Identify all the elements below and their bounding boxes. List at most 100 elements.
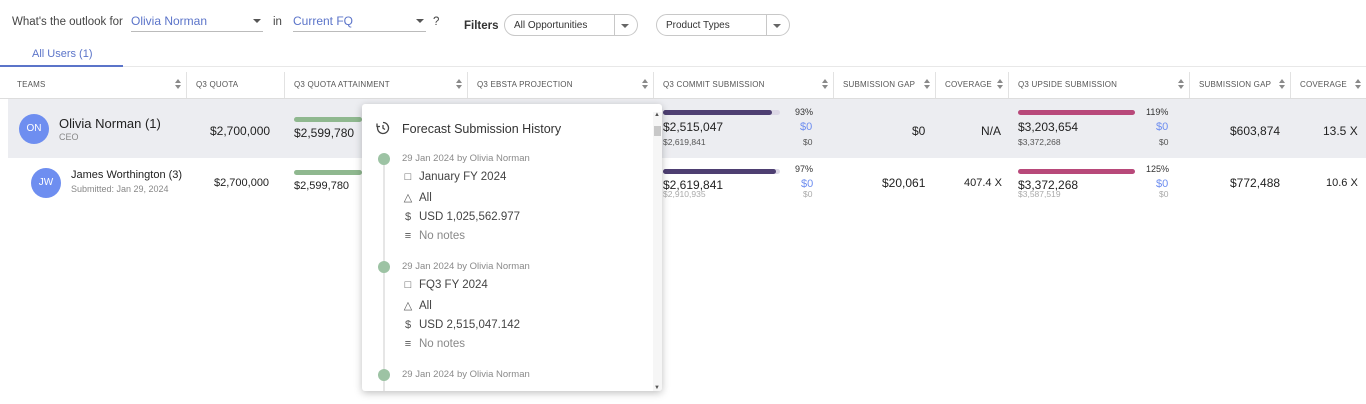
column-header-gap-2[interactable]: SUBMISSION GAP [1190, 72, 1291, 98]
chevron-down-icon [416, 19, 424, 23]
notes-icon: ≡ [404, 230, 412, 242]
tab-bar-border [0, 66, 1366, 67]
column-header-label: COVERAGE [1300, 80, 1347, 89]
entry-amount: $ USD 1,025,562.977 [402, 211, 520, 223]
user-select[interactable]: Olivia Norman [131, 10, 263, 32]
calendar-icon: □ [404, 279, 412, 291]
row-name[interactable]: Olivia Norman (1) [59, 116, 161, 131]
column-header-coverage-2[interactable]: COVERAGE [1291, 72, 1366, 98]
column-header-projection[interactable]: Q3 EBSTA PROJECTION [468, 72, 654, 98]
period-select[interactable]: Current FQ [293, 10, 426, 32]
column-header-label: Q3 COMMIT SUBMISSION [663, 80, 765, 89]
chevron-down-icon [621, 24, 629, 28]
filters-label: Filters [464, 20, 499, 32]
column-header-label: Q3 QUOTA [196, 80, 239, 89]
divider [766, 15, 767, 35]
timeline-dot [378, 369, 390, 381]
entry-scope-text: All [419, 300, 432, 312]
entry-scope: △ All [402, 191, 432, 204]
popup-scrollbar[interactable]: ▲ ▼ [653, 112, 662, 391]
column-header-attainment[interactable]: Q3 QUOTA ATTAINMENT [285, 72, 468, 98]
entry-amount-text: USD 2,515,047.142 [419, 319, 521, 331]
scroll-up-icon[interactable]: ▲ [654, 112, 660, 118]
user-select-value: Olivia Norman [131, 14, 208, 28]
column-header-label: TEAMS [17, 80, 46, 89]
sort-icon[interactable] [175, 79, 181, 90]
commit-value: $2,515,047 [663, 120, 724, 134]
entry-period-text: January FY 2024 [419, 171, 507, 183]
outlook-bar: What's the outlook for Olivia Norman in … [0, 0, 1366, 68]
avatar: ON [19, 114, 49, 144]
sort-icon[interactable] [456, 79, 462, 90]
entry-notes: ≡ No notes [402, 338, 465, 350]
entry-notes: ≡ No notes [402, 230, 465, 242]
calendar-icon: □ [404, 171, 412, 183]
column-header-commit[interactable]: Q3 COMMIT SUBMISSION [654, 72, 834, 98]
chevron-down-icon [773, 24, 781, 28]
attainment-bar [294, 170, 362, 175]
period-select-value: Current FQ [293, 14, 354, 28]
upside-delta[interactable]: $0 [1156, 178, 1169, 190]
entry-period: □ January FY 2024 [402, 171, 507, 183]
notes-icon: ≡ [404, 338, 412, 350]
tab-all-users[interactable]: All Users (1) [32, 48, 93, 60]
selected-row-background [8, 99, 1366, 158]
entry-author: by Olivia Norman [456, 369, 530, 380]
upside-bar [1018, 169, 1135, 174]
avatar: JW [31, 168, 61, 198]
commit-delta[interactable]: $0 [800, 121, 813, 133]
column-header-quota[interactable]: Q3 QUOTA [187, 72, 285, 98]
coverage-value: 407.4 X [964, 177, 1002, 189]
scrollbar-thumb[interactable] [654, 126, 661, 136]
attainment-bar [294, 117, 362, 122]
entry-notes-text: No notes [419, 338, 466, 350]
row-name[interactable]: James Worthington (3) [71, 169, 183, 181]
upside-value: $3,203,654 [1018, 120, 1079, 134]
entry-meta: 29 Jan 2024 by Olivia Norman [402, 261, 530, 272]
gap-value-2: $603,874 [1230, 124, 1281, 138]
gap-value-2: $772,488 [1230, 176, 1281, 190]
entry-date: 29 Jan 2024 [402, 153, 455, 164]
attainment-value: $2,599,780 [294, 126, 355, 140]
column-header-label: COVERAGE [945, 80, 992, 89]
sort-icon[interactable] [1279, 79, 1285, 90]
timeline-line [383, 156, 385, 391]
sort-icon[interactable] [1178, 79, 1184, 90]
row-subtitle: CEO [59, 132, 79, 142]
coverage-value: N/A [981, 124, 1002, 138]
column-header-coverage[interactable]: COVERAGE [936, 72, 1009, 98]
upside-submission: $3,372,268 [1018, 137, 1061, 147]
sort-icon[interactable] [924, 79, 930, 90]
commit-bar [663, 110, 772, 115]
popup-title: Forecast Submission History [402, 122, 562, 136]
outlook-question-label: What's the outlook for [12, 16, 123, 28]
sort-icon[interactable] [642, 79, 648, 90]
column-header-label: Q3 QUOTA ATTAINMENT [294, 80, 390, 89]
opportunities-filter-value: All Opportunities [514, 20, 588, 31]
sort-icon[interactable] [1355, 79, 1361, 90]
sort-icon[interactable] [997, 79, 1003, 90]
column-header-gap[interactable]: SUBMISSION GAP [834, 72, 936, 98]
coverage-value-2: 13.5 X [1323, 124, 1358, 138]
opportunities-filter[interactable]: All Opportunities [504, 14, 638, 36]
gap-value: $0 [912, 124, 926, 138]
upside-delta-secondary: $0 [1159, 137, 1169, 147]
column-header-teams[interactable]: TEAMS [8, 72, 187, 98]
sort-icon[interactable] [822, 79, 828, 90]
attainment-value: $2,599,780 [294, 180, 350, 192]
product-types-filter-value: Product Types [666, 20, 730, 31]
commit-value: $2,619,841 [663, 178, 724, 192]
column-header-label: SUBMISSION GAP [843, 80, 916, 89]
upside-delta[interactable]: $0 [1156, 121, 1169, 133]
column-header-upside[interactable]: Q3 UPSIDE SUBMISSION [1009, 72, 1190, 98]
row-subtitle: Submitted: Jan 29, 2024 [71, 184, 169, 194]
scroll-down-icon[interactable]: ▼ [654, 385, 660, 391]
upside-bar [1018, 110, 1135, 115]
commit-delta[interactable]: $0 [801, 178, 814, 190]
entry-period: □ FQ3 FY 2024 [402, 279, 488, 291]
help-icon[interactable]: ? [433, 16, 440, 28]
product-types-filter[interactable]: Product Types [656, 14, 790, 36]
commit-delta-secondary: $0 [803, 137, 813, 147]
upside-delta-secondary: $0 [1159, 189, 1169, 199]
history-icon [376, 121, 390, 135]
